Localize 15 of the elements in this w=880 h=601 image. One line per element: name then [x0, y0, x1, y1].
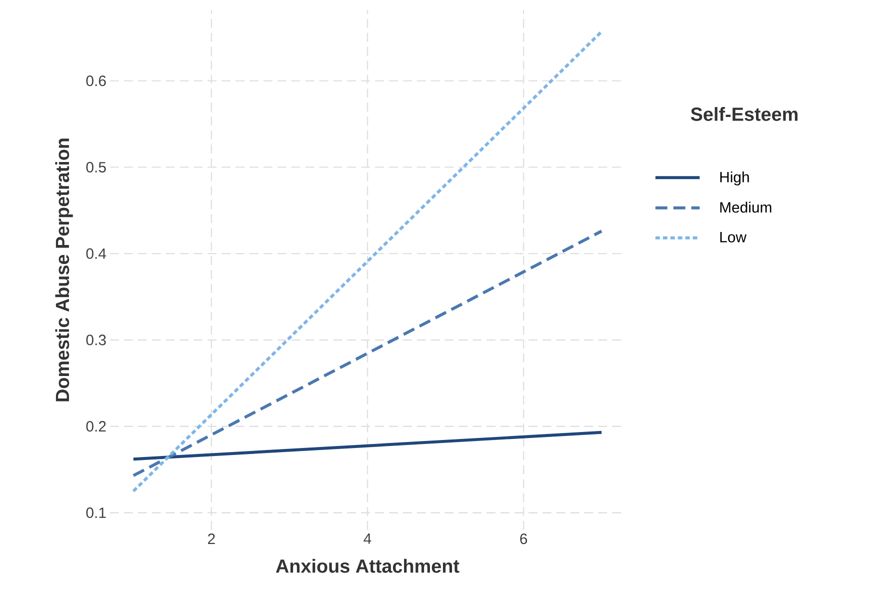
y-tick-label: 0.5 [86, 162, 106, 172]
legend-label: High [720, 171, 749, 186]
x-tick-label: 4 [364, 534, 372, 544]
y-axis-title: Domestic Abuse Perpetration [55, 138, 73, 402]
legend-label: Medium [720, 202, 772, 213]
x-tick-label: 2 [208, 534, 215, 544]
y-tick-label: 0.1 [86, 507, 106, 518]
x-axis-title: Anxious Attachment [276, 558, 460, 573]
y-tick-label: 0.2 [86, 421, 106, 432]
x-tick-label: 6 [520, 534, 528, 544]
y-tick-label: 0.4 [86, 248, 106, 259]
y-tick-label: 0.3 [86, 334, 106, 346]
legend-title: Self-Esteem [690, 107, 798, 121]
legend-label: Low [720, 232, 747, 242]
y-tick-label: 0.6 [86, 76, 106, 86]
